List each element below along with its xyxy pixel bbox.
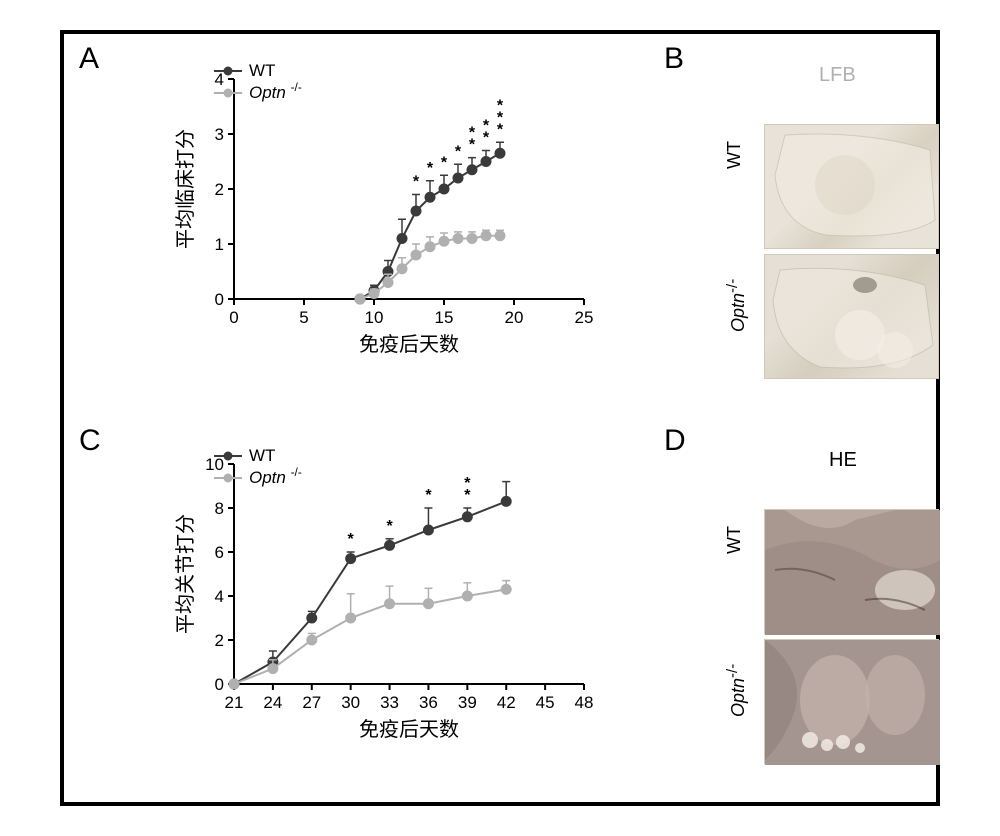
svg-text:免疫后天数: 免疫后天数 bbox=[359, 718, 459, 741]
svg-text:8: 8 bbox=[215, 499, 224, 518]
svg-text:27: 27 bbox=[302, 693, 321, 712]
panel-b: LFB WT Optn-/- bbox=[729, 64, 939, 394]
panel-d: HE WT Optn-/- bbox=[729, 449, 939, 779]
svg-text:48: 48 bbox=[575, 693, 594, 712]
panel-d-wt-label: WT bbox=[724, 526, 745, 554]
svg-text:10: 10 bbox=[205, 455, 224, 474]
panel-b-optn-image bbox=[764, 254, 939, 379]
svg-text:平均关节打分: 平均关节打分 bbox=[174, 514, 197, 634]
panel-b-title: LFB bbox=[819, 64, 856, 87]
panel-b-wt-image bbox=[764, 124, 939, 249]
svg-text:33: 33 bbox=[380, 693, 399, 712]
svg-text:*: * bbox=[425, 487, 432, 504]
svg-text:WT: WT bbox=[249, 446, 275, 465]
svg-text:*: * bbox=[386, 518, 393, 535]
svg-text:4: 4 bbox=[215, 587, 224, 606]
svg-text:*: * bbox=[348, 531, 355, 548]
chart-c: 024681021242730333639424548免疫后天数平均关节打分**… bbox=[64, 34, 644, 804]
svg-text:*: * bbox=[464, 475, 471, 492]
panel-label-b: B bbox=[664, 42, 684, 76]
svg-text:36: 36 bbox=[419, 693, 438, 712]
panel-d-title: HE bbox=[829, 449, 857, 472]
svg-text:6: 6 bbox=[215, 543, 224, 562]
panel-label-d: D bbox=[664, 424, 686, 458]
svg-text:39: 39 bbox=[458, 693, 477, 712]
panel-d-optn-image bbox=[764, 639, 939, 764]
svg-text:42: 42 bbox=[497, 693, 516, 712]
svg-text:30: 30 bbox=[341, 693, 360, 712]
svg-text:21: 21 bbox=[225, 693, 244, 712]
svg-text:45: 45 bbox=[536, 693, 555, 712]
svg-text:2: 2 bbox=[215, 631, 224, 650]
panel-d-optn-label: Optn-/- bbox=[724, 664, 749, 717]
svg-text:24: 24 bbox=[263, 693, 282, 712]
panel-b-optn-label: Optn-/- bbox=[724, 279, 749, 332]
svg-text:Optn -/-: Optn -/- bbox=[249, 465, 302, 487]
panel-d-wt-image bbox=[764, 509, 939, 634]
panel-b-wt-label: WT bbox=[724, 141, 745, 169]
figure-container: A B C D 012340510152025免疫后天数平均临床打分******… bbox=[60, 30, 940, 806]
svg-text:0: 0 bbox=[215, 675, 224, 694]
